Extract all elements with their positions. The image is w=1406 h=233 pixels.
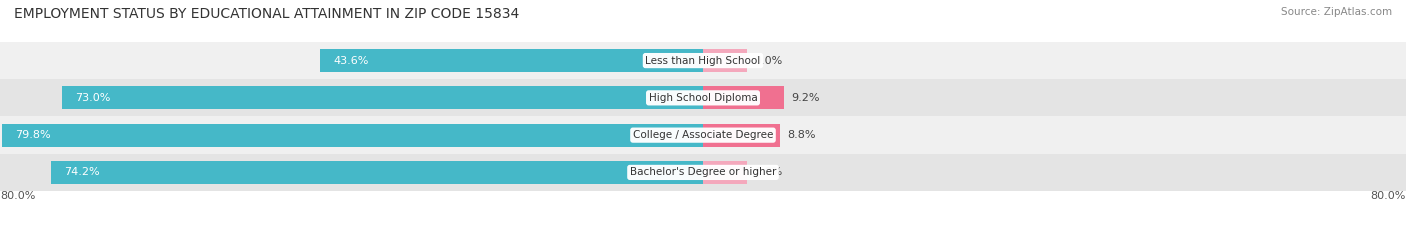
Bar [1, 123, 703, 147]
Text: College / Associate Degree: College / Associate Degree [633, 130, 773, 140]
Bar [0, 154, 1406, 191]
Bar [703, 123, 780, 147]
Bar [0, 79, 1406, 116]
Bar [0, 42, 1406, 79]
Text: Bachelor's Degree or higher: Bachelor's Degree or higher [630, 168, 776, 177]
Bar [51, 161, 703, 184]
Bar [0, 116, 1406, 154]
Text: Less than High School: Less than High School [645, 56, 761, 65]
Text: EMPLOYMENT STATUS BY EDUCATIONAL ATTAINMENT IN ZIP CODE 15834: EMPLOYMENT STATUS BY EDUCATIONAL ATTAINM… [14, 7, 519, 21]
Bar [703, 161, 747, 184]
Bar [703, 86, 785, 110]
Bar [703, 49, 747, 72]
Text: 43.6%: 43.6% [333, 56, 368, 65]
Text: 80.0%: 80.0% [0, 191, 35, 201]
Text: 8.8%: 8.8% [787, 130, 815, 140]
Text: 0.0%: 0.0% [754, 168, 782, 177]
Text: Source: ZipAtlas.com: Source: ZipAtlas.com [1281, 7, 1392, 17]
Text: High School Diploma: High School Diploma [648, 93, 758, 103]
Bar [62, 86, 703, 110]
Text: 80.0%: 80.0% [1371, 191, 1406, 201]
Text: 73.0%: 73.0% [75, 93, 110, 103]
Text: 74.2%: 74.2% [65, 168, 100, 177]
Text: 9.2%: 9.2% [790, 93, 820, 103]
Text: 79.8%: 79.8% [15, 130, 51, 140]
Bar [321, 49, 703, 72]
Text: 0.0%: 0.0% [754, 56, 782, 65]
